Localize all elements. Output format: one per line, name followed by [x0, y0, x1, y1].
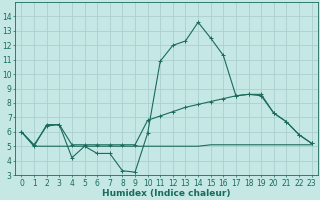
X-axis label: Humidex (Indice chaleur): Humidex (Indice chaleur) — [102, 189, 231, 198]
